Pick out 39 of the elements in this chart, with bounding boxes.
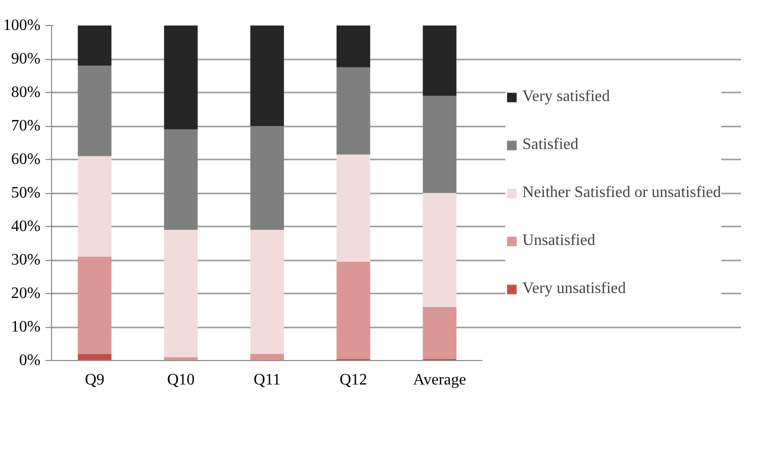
bar [336, 154, 370, 262]
y-tick-label: 60% [11, 151, 40, 168]
bar [422, 193, 456, 307]
bar [164, 230, 198, 358]
y-tick-label: 40% [11, 218, 40, 235]
bar [336, 67, 370, 154]
x-tick-label: Average [413, 372, 466, 388]
legend-label: Very satisfied [522, 88, 610, 106]
legend-label: Satisfied [522, 136, 578, 154]
bar [336, 262, 370, 359]
bar [422, 306, 456, 359]
bar [164, 129, 198, 230]
y-tick-label: 20% [11, 285, 40, 302]
y-tick-label: 90% [11, 50, 40, 68]
legend-label: Neither Satisfied or unsatisfied [522, 184, 721, 202]
bar [164, 26, 198, 130]
bar [78, 256, 112, 354]
bar [250, 126, 284, 230]
y-tick-label: 0% [19, 352, 40, 369]
bar [78, 26, 112, 66]
x-tick-label: Q9 [84, 372, 104, 388]
y-tick-label: 50% [11, 184, 40, 202]
bar [250, 26, 284, 126]
legend-label: Unsatisfied [522, 232, 596, 250]
bar [336, 26, 370, 68]
y-tick-label: 100% [3, 17, 40, 34]
x-tick-label: Q12 [340, 372, 368, 388]
bar [78, 66, 112, 156]
x-tick-label: Q11 [254, 372, 281, 388]
y-tick-label: 30% [11, 252, 40, 268]
y-tick-label: 80% [11, 84, 40, 101]
bar [422, 26, 456, 96]
y-tick-label: 10% [11, 318, 40, 336]
x-tick-label: Q10 [167, 372, 195, 388]
bar [422, 96, 456, 193]
legend-label: Very unsatisfied [522, 280, 626, 298]
bar [78, 156, 112, 257]
bar [250, 230, 284, 354]
y-tick-label: 70% [11, 118, 40, 134]
